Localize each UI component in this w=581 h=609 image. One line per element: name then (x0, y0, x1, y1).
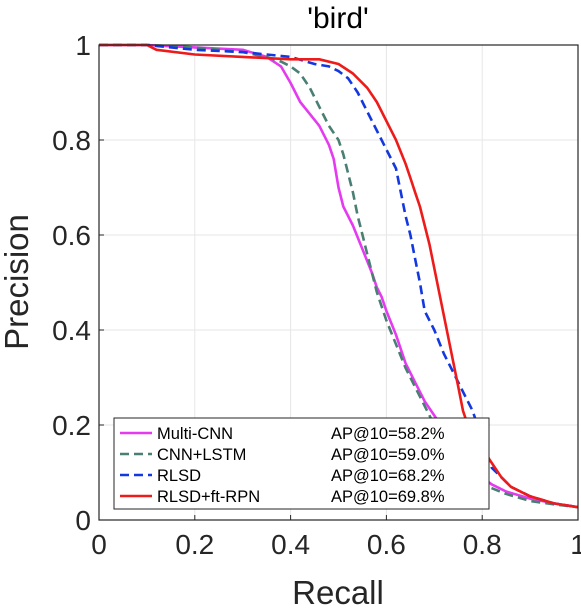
x-tick-label: 0 (91, 529, 107, 560)
chart-title: 'bird' (307, 2, 368, 35)
legend-series-name: RLSD+ft-RPN (157, 488, 260, 506)
legend-ap-value: AP@10=68.2% (331, 467, 445, 485)
legend-ap-value: AP@10=59.0% (331, 446, 445, 464)
x-tick-label: 0.8 (463, 529, 502, 560)
x-tick-label: 1 (570, 529, 581, 560)
y-tick-label: 0.6 (52, 220, 91, 251)
y-tick-label: 1 (75, 30, 91, 61)
x-tick-label: 0.6 (367, 529, 406, 560)
x-axis-label: Recall (292, 574, 384, 609)
x-tick-label: 0.2 (175, 529, 214, 560)
legend-series-name: CNN+LSTM (157, 446, 246, 464)
y-tick-label: 0.4 (52, 315, 91, 346)
legend-ap-value: AP@10=69.8% (331, 488, 445, 506)
legend-series-name: RLSD (157, 467, 201, 485)
legend-series-name: Multi-CNN (157, 425, 233, 443)
y-tick-label: 0.8 (52, 125, 91, 156)
y-tick-label: 0.2 (52, 410, 91, 441)
axis-ticks: 0 0.2 0.4 0.6 0.8 1 0 0.2 0.4 0.6 0.8 1 (52, 30, 581, 560)
legend-box (113, 417, 490, 510)
y-tick-label: 0 (75, 505, 91, 536)
y-axis-label: Precision (0, 214, 35, 350)
legend-ap-value: AP@10=58.2% (331, 425, 445, 443)
x-tick-label: 0.4 (271, 529, 310, 560)
plot-frame (98, 44, 579, 521)
legend: Multi-CNN AP@10=58.2% CNN+LSTM AP@10=59.0% R… (113, 417, 490, 510)
